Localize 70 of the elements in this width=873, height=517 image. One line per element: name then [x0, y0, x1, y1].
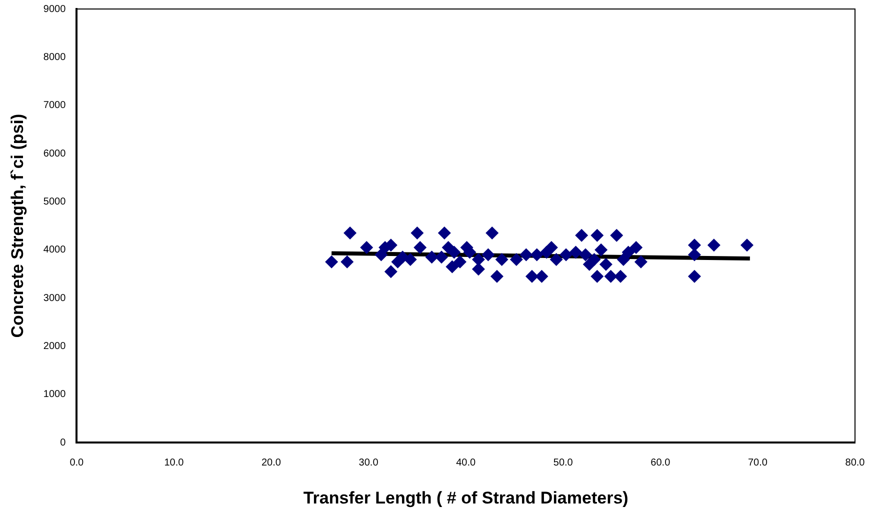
- point: [599, 258, 612, 271]
- point: [325, 255, 338, 268]
- x-tick-label: 60.0: [650, 457, 671, 468]
- point: [410, 226, 424, 240]
- point: [490, 270, 504, 283]
- point: [616, 253, 630, 266]
- point: [610, 228, 624, 242]
- point: [486, 226, 499, 240]
- point: [707, 238, 720, 252]
- point: [446, 260, 459, 274]
- point: [448, 246, 461, 259]
- y-tick-label: 8000: [43, 52, 66, 63]
- point: [740, 238, 754, 252]
- point: [384, 265, 398, 278]
- point: [622, 246, 635, 259]
- y-tick-label: 9000: [43, 4, 66, 15]
- point: [544, 240, 558, 254]
- y-tick-label: 0: [60, 437, 66, 448]
- point: [360, 240, 374, 254]
- point: [634, 255, 648, 268]
- point: [438, 226, 451, 240]
- point: [614, 270, 628, 283]
- point: [374, 248, 388, 262]
- point: [344, 226, 357, 240]
- point: [435, 250, 448, 264]
- point: [425, 250, 438, 264]
- x-tick-label: 30.0: [358, 457, 379, 468]
- point: [594, 243, 608, 256]
- point: [630, 240, 643, 254]
- y-tick-label: 3000: [43, 292, 66, 304]
- point: [495, 253, 508, 266]
- x-tick-label: 50.0: [553, 457, 574, 468]
- x-tick-label: 10.0: [164, 457, 184, 468]
- y-tick-label: 1000: [43, 389, 66, 400]
- point: [688, 270, 701, 283]
- point: [414, 240, 427, 254]
- point: [590, 270, 604, 283]
- x-tick-label: 20.0: [262, 457, 282, 468]
- point: [560, 248, 573, 262]
- point: [569, 246, 582, 259]
- x-tick-label: 80.0: [845, 457, 866, 468]
- point: [688, 248, 701, 262]
- x-tick-label: 70.0: [748, 457, 768, 468]
- point: [575, 228, 588, 242]
- point: [520, 248, 533, 262]
- point: [453, 255, 466, 268]
- point: [578, 248, 592, 262]
- y-tick-label: 6000: [43, 148, 66, 160]
- point: [472, 262, 485, 276]
- point: [604, 270, 618, 283]
- point: [588, 253, 601, 266]
- x-axis-title: Transfer Length ( # of Strand Diameters): [303, 488, 628, 508]
- point: [590, 228, 604, 242]
- x-tick-label: 40.0: [456, 457, 476, 468]
- point: [472, 253, 485, 266]
- point: [688, 238, 701, 252]
- y-tick-label: 4000: [43, 244, 66, 256]
- point: [510, 253, 523, 266]
- y-tick-label: 7000: [43, 100, 66, 112]
- point: [525, 270, 538, 283]
- point: [550, 253, 563, 266]
- point: [340, 255, 354, 268]
- point: [535, 270, 548, 283]
- point: [404, 253, 417, 266]
- point: [530, 248, 544, 262]
- y-axis-title: Concrete Strength, f`ci (psi): [8, 114, 27, 338]
- x-tick-label: 0.0: [70, 457, 84, 468]
- y-tick-label: 5000: [43, 196, 66, 208]
- point: [482, 248, 495, 262]
- y-tick-label: 2000: [43, 340, 66, 352]
